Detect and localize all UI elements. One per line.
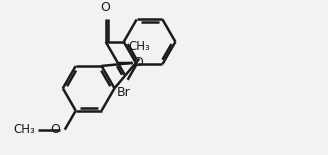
Text: O: O [133, 56, 143, 69]
Text: O: O [51, 123, 60, 136]
Text: CH₃: CH₃ [13, 123, 35, 136]
Text: CH₃: CH₃ [128, 40, 150, 53]
Text: O: O [101, 1, 111, 14]
Text: Br: Br [116, 86, 130, 99]
